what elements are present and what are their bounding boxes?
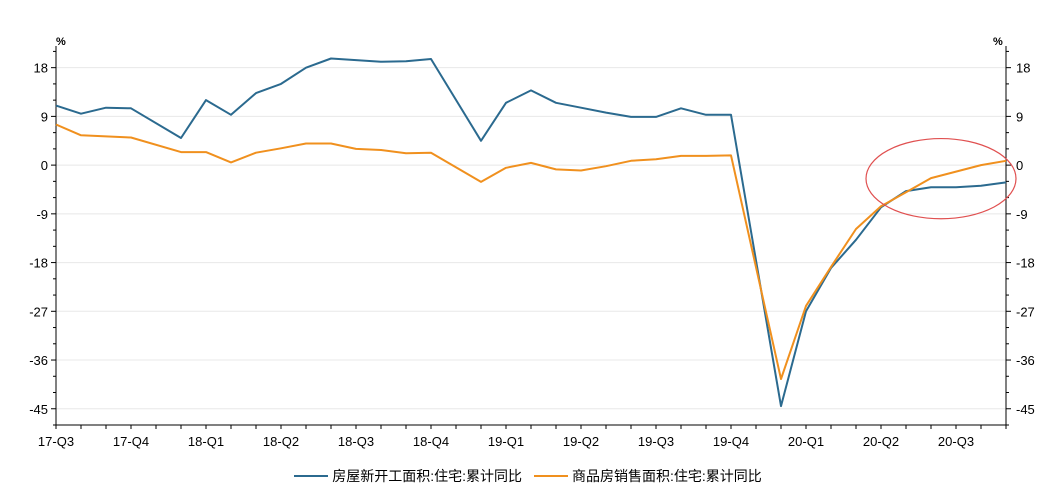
- series-line-sales-area: [55, 123, 1007, 380]
- left-y-tick-label: 0: [41, 158, 48, 173]
- left-y-tick-label: -9: [36, 207, 48, 222]
- right-y-tick-label: -27: [1016, 304, 1035, 319]
- x-tick-label: 19-Q2: [563, 434, 599, 449]
- highlight-ellipse: [865, 137, 1017, 220]
- legend-item-sales-area: 商品房销售面积:住宅:累计同比: [534, 466, 762, 486]
- x-tick-label: 20-Q2: [863, 434, 899, 449]
- right-y-tick-label: 9: [1016, 109, 1023, 124]
- annotation-layer: [865, 137, 1017, 220]
- left-y-tick-label: -36: [29, 353, 48, 368]
- x-tick-label: 19-Q3: [638, 434, 674, 449]
- legend-label-sales-area: 商品房销售面积:住宅:累计同比: [572, 468, 762, 484]
- right-y-tick-label: -36: [1016, 353, 1035, 368]
- legend-swatch-new-construction: [294, 475, 329, 477]
- left-y-tick-label: -27: [29, 304, 48, 319]
- legend: 房屋新开工面积:住宅:累计同比 商品房销售面积:住宅:累计同比: [0, 466, 1056, 486]
- x-tick-label: 18-Q1: [188, 434, 224, 449]
- series-layer: [55, 57, 1007, 408]
- x-tick-label: 17-Q4: [113, 434, 149, 449]
- left-y-tick-label: 9: [41, 109, 48, 124]
- right-y-tick-label: 18: [1016, 61, 1030, 76]
- right-y-tick-label: 0: [1016, 158, 1023, 173]
- x-tick-label: 20-Q3: [938, 434, 974, 449]
- left-y-tick-label: 18: [34, 61, 48, 76]
- left-y-tick-label: -18: [29, 256, 48, 271]
- left-y-unit: %: [56, 36, 66, 48]
- x-tick-label: 17-Q3: [38, 434, 74, 449]
- right-y-tick-label: -9: [1016, 207, 1028, 222]
- x-tick-label: 18-Q3: [338, 434, 374, 449]
- right-y-unit: %: [993, 36, 1003, 48]
- legend-label-new-construction: 房屋新开工面积:住宅:累计同比: [332, 468, 522, 484]
- legend-swatch-sales-area: [534, 475, 568, 477]
- x-tick-label: 20-Q1: [788, 434, 824, 449]
- tick-layer: 18 18 9 9 0 0 -9 -9 -18 -18 -27 -27 -36 -36 -45 -45 17-Q…: [29, 50, 1035, 449]
- grid-layer: [56, 67, 1006, 410]
- right-y-tick-label: -18: [1016, 256, 1035, 271]
- x-tick-label: 18-Q2: [263, 434, 299, 449]
- x-tick-label: 18-Q4: [413, 434, 449, 449]
- right-y-tick-label: -45: [1016, 402, 1035, 417]
- x-tick-label: 19-Q1: [488, 434, 524, 449]
- line-chart: % % 18 18 9 9 0 0 -9 -9 -18 -18 -27 -27 -36 -36 -45 -45…: [29, 36, 1035, 449]
- series-line-new-construction: [55, 57, 1007, 408]
- x-tick-label: 19-Q4: [713, 434, 749, 449]
- left-y-tick-label: -45: [29, 402, 48, 417]
- legend-item-new-construction: 房屋新开工面积:住宅:累计同比: [294, 466, 522, 486]
